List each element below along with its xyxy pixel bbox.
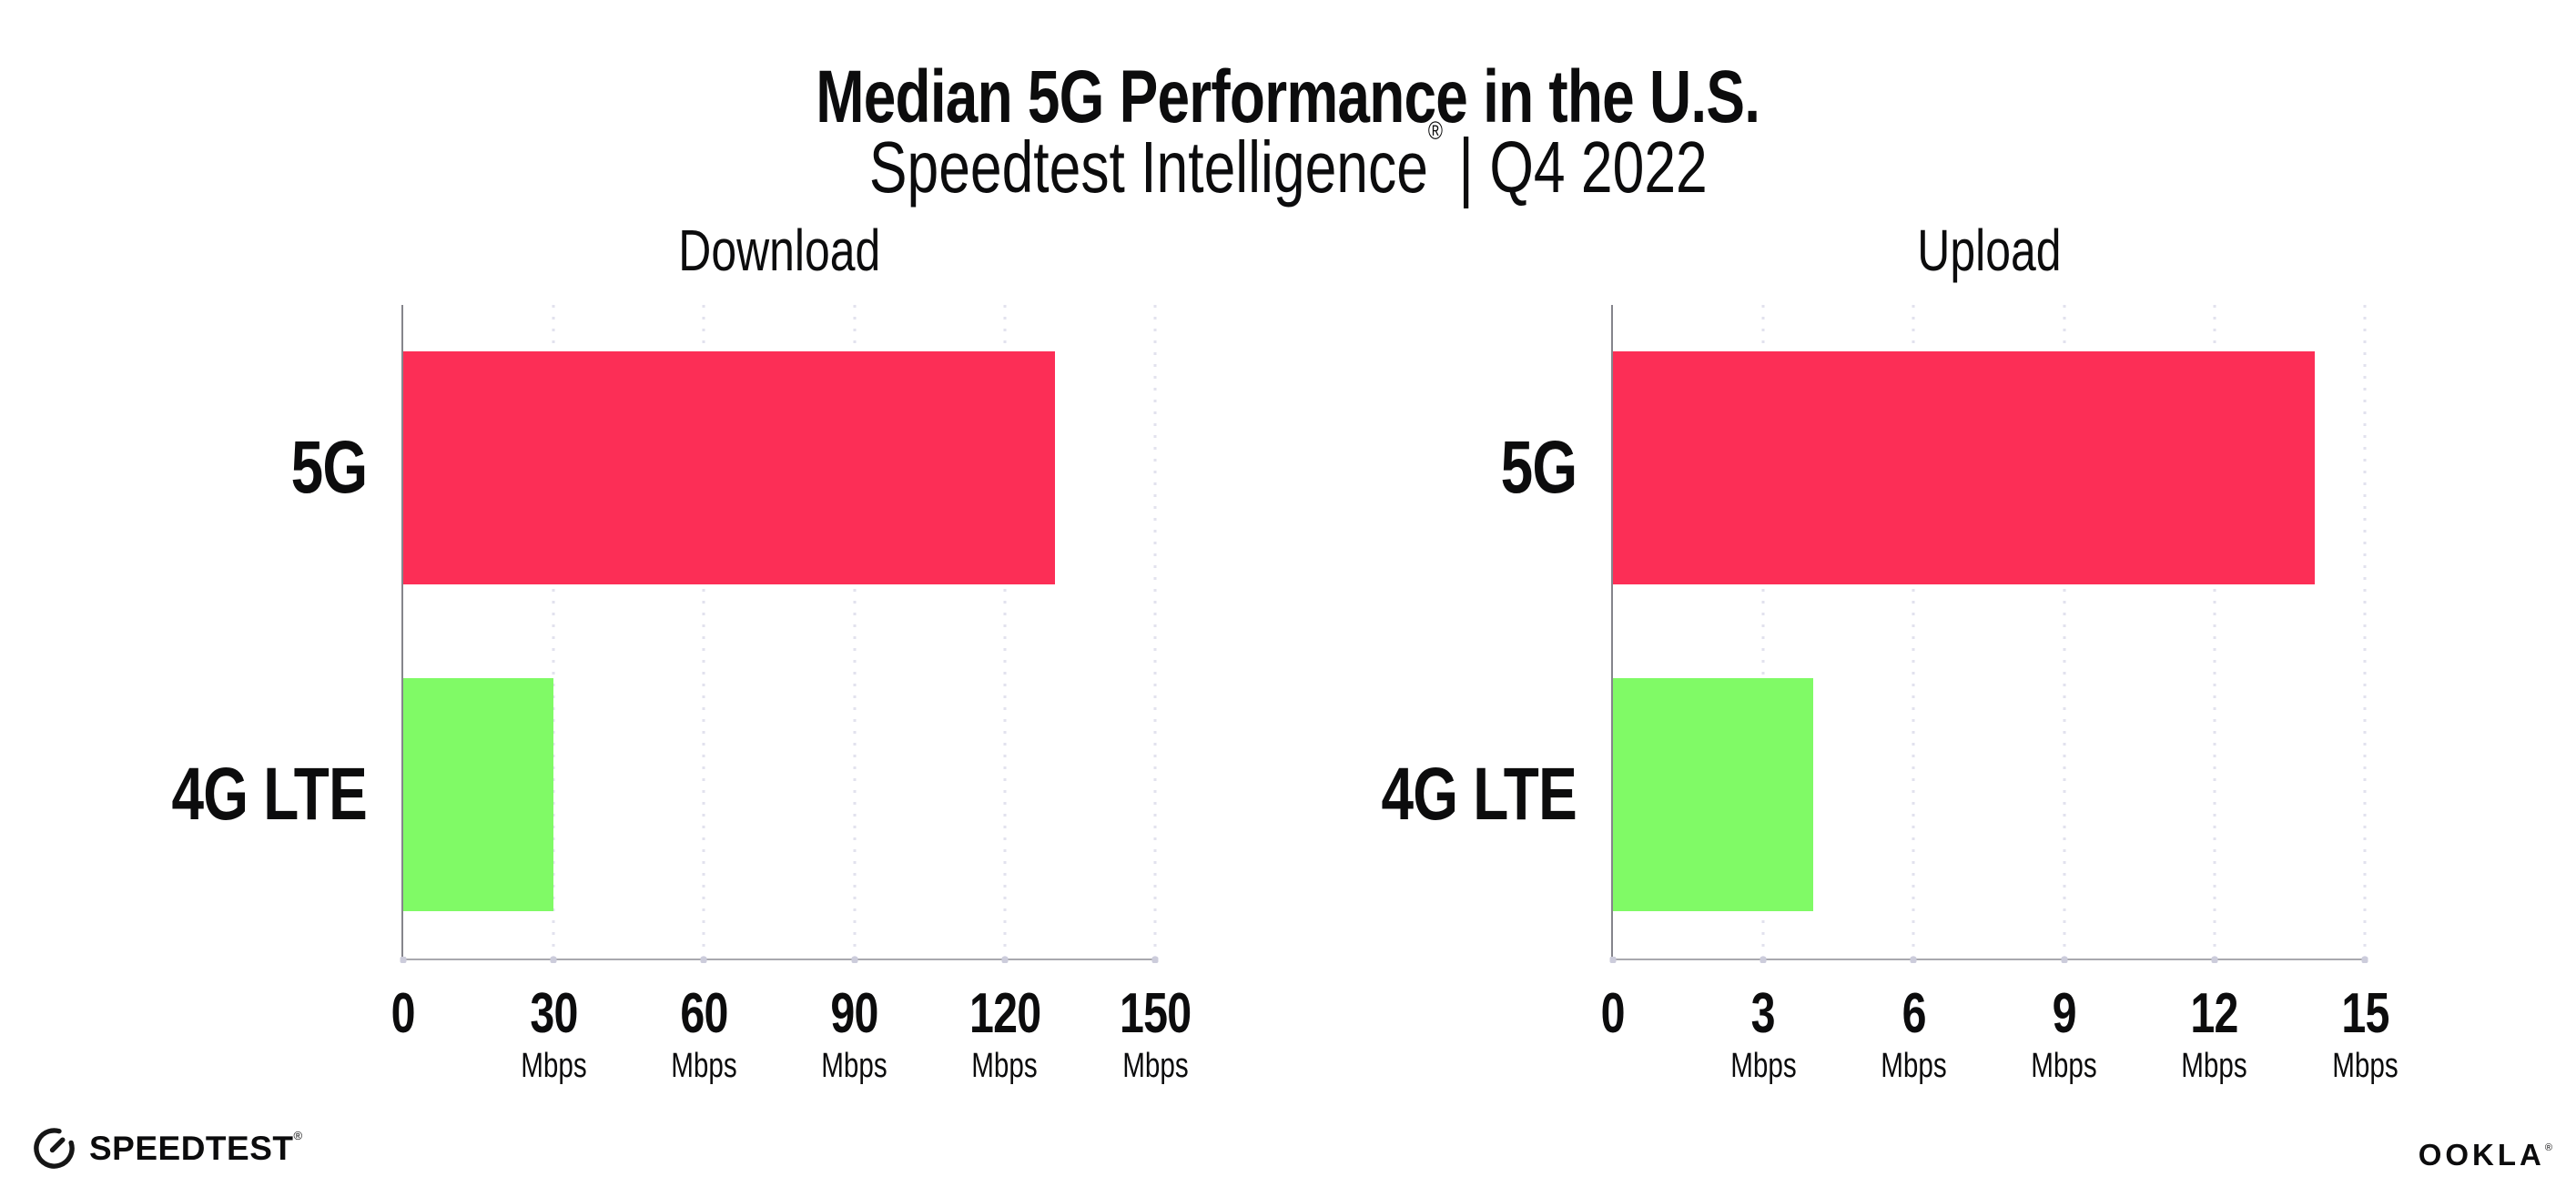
download-bar-5g xyxy=(403,351,1055,584)
page-subtitle-text: Speedtest Intelligence® | Q4 2022 xyxy=(869,87,1708,211)
download-axis-tick-30 xyxy=(550,957,557,963)
upload-tick-unit: Mbps xyxy=(2031,1047,2097,1085)
upload-gridline-9 xyxy=(2063,305,2066,959)
upload-tick-value: 0 xyxy=(1600,982,1626,1045)
upload-tick-value: 9 xyxy=(2052,982,2077,1045)
download-tick-value: 0 xyxy=(390,982,416,1045)
download-tick-label-90: 90 Mbps xyxy=(764,985,946,1087)
upload-tick-value: 6 xyxy=(1902,982,1926,1045)
ookla-wordmark-text: OOKLA xyxy=(2418,1138,2545,1172)
upload-tick-unit: Mbps xyxy=(2181,1047,2248,1085)
download-tick-value: 150 xyxy=(1119,982,1192,1045)
upload-plot-area: 0 3 Mbps 6 Mbps 9 Mbps 12 Mbps 15 Mbps 5G 4G LTE xyxy=(1382,305,2398,1085)
upload-tick-unit: Mbps xyxy=(1881,1047,1947,1085)
upload-gridline-6 xyxy=(1912,305,1915,959)
upload-y-axis xyxy=(1611,305,1613,959)
page-title: Median 5G Performance in the U.S. xyxy=(0,54,2576,141)
download-tick-label-0: 0 xyxy=(312,985,494,1043)
registered-trademark-icon: ® xyxy=(1427,117,1443,145)
upload-chart-title-text: Upload xyxy=(1916,218,2062,283)
download-axis-tick-60 xyxy=(700,957,707,963)
download-tick-unit: Mbps xyxy=(1121,1047,1189,1085)
upload-axis-tick-15 xyxy=(2361,957,2368,963)
upload-tick-value: 15 xyxy=(2340,982,2389,1045)
upload-category-label-5g: 5G xyxy=(1500,426,1577,509)
speedtest-registered-icon: ® xyxy=(293,1129,303,1142)
download-plot-area: 0 30 Mbps 60 Mbps 90 Mbps 120 Mbps 150 Mbps 5G 4G LT… xyxy=(172,305,1192,1085)
upload-axis-tick-9 xyxy=(2061,957,2068,963)
download-y-axis xyxy=(401,305,403,959)
download-category-label-4g-lte: 4G LTE xyxy=(171,753,368,836)
upload-gridline-12 xyxy=(2213,305,2216,959)
download-tick-unit: Mbps xyxy=(971,1047,1039,1085)
download-gridline-90 xyxy=(853,305,857,959)
upload-chart-title: Upload xyxy=(1613,213,2365,288)
download-gridline-150 xyxy=(1153,305,1157,959)
upload-x-axis xyxy=(1611,959,2365,960)
download-tick-value: 120 xyxy=(969,982,1041,1045)
upload-tick-unit: Mbps xyxy=(1729,1047,1797,1085)
download-axis-tick-150 xyxy=(1151,957,1159,963)
download-chart-title: Download xyxy=(403,213,1155,288)
speedtest-logo: SPEEDTEST® xyxy=(33,1127,303,1170)
download-gridline-60 xyxy=(702,305,705,959)
download-tick-label-150: 150 Mbps xyxy=(1064,985,1246,1087)
download-axis-tick-120 xyxy=(1001,957,1009,963)
download-tick-label-60: 60 Mbps xyxy=(613,985,795,1087)
upload-tick-label-15: 15 Mbps xyxy=(2274,985,2456,1087)
download-chart-title-text: Download xyxy=(677,218,881,283)
download-gridline-120 xyxy=(1003,305,1007,959)
download-bar-4g-lte xyxy=(403,678,554,911)
upload-tick-label-6: 6 Mbps xyxy=(1822,985,2004,1087)
ookla-registered-icon: ® xyxy=(2544,1142,2552,1153)
page-title-text: Median 5G Performance in the U.S. xyxy=(816,55,1761,138)
download-tick-unit: Mbps xyxy=(520,1047,587,1085)
subtitle-divider: | xyxy=(1457,123,1474,208)
download-tick-value: 30 xyxy=(530,982,578,1045)
download-tick-label-120: 120 Mbps xyxy=(914,985,1096,1087)
speedtest-wordmark: SPEEDTEST® xyxy=(89,1129,303,1168)
upload-gridline-15 xyxy=(2363,305,2367,959)
upload-axis-tick-12 xyxy=(2211,957,2218,963)
upload-tick-label-9: 9 Mbps xyxy=(1973,985,2155,1087)
download-tick-unit: Mbps xyxy=(671,1047,737,1085)
upload-tick-label-3: 3 Mbps xyxy=(1672,985,1854,1087)
download-tick-label-30: 30 Mbps xyxy=(462,985,644,1087)
upload-tick-value: 3 xyxy=(1751,982,1776,1045)
subtitle-product: Speedtest Intelligence xyxy=(868,127,1428,208)
speedtest-wordmark-text: SPEEDTEST xyxy=(89,1130,294,1167)
download-axis-tick-90 xyxy=(851,957,858,963)
upload-tick-label-0: 0 xyxy=(1522,985,1704,1043)
upload-bar-5g xyxy=(1613,351,2315,584)
download-axis-tick-0 xyxy=(400,957,407,963)
subtitle-quarter: Q4 2022 xyxy=(1489,127,1708,208)
download-tick-unit: Mbps xyxy=(821,1047,887,1085)
upload-tick-label-12: 12 Mbps xyxy=(2124,985,2306,1087)
upload-bar-4g-lte xyxy=(1613,678,1814,911)
upload-tick-value: 12 xyxy=(2190,982,2239,1045)
page-subtitle: Speedtest Intelligence® | Q4 2022 xyxy=(0,87,2576,211)
download-gridline-30 xyxy=(552,305,555,959)
upload-category-label-4g-lte: 4G LTE xyxy=(1381,753,1577,836)
download-category-label-5g: 5G xyxy=(290,426,368,509)
ookla-logo: OOKLA® xyxy=(2419,1138,2552,1172)
upload-axis-tick-3 xyxy=(1760,957,1767,963)
upload-tick-unit: Mbps xyxy=(2331,1047,2399,1085)
download-tick-value: 60 xyxy=(680,982,728,1045)
speedtest-gauge-icon xyxy=(34,1128,75,1169)
download-x-axis xyxy=(401,959,1155,960)
upload-axis-tick-0 xyxy=(1609,957,1617,963)
upload-gridline-3 xyxy=(1761,305,1765,959)
download-tick-value: 90 xyxy=(830,982,878,1045)
upload-axis-tick-6 xyxy=(1910,957,1917,963)
